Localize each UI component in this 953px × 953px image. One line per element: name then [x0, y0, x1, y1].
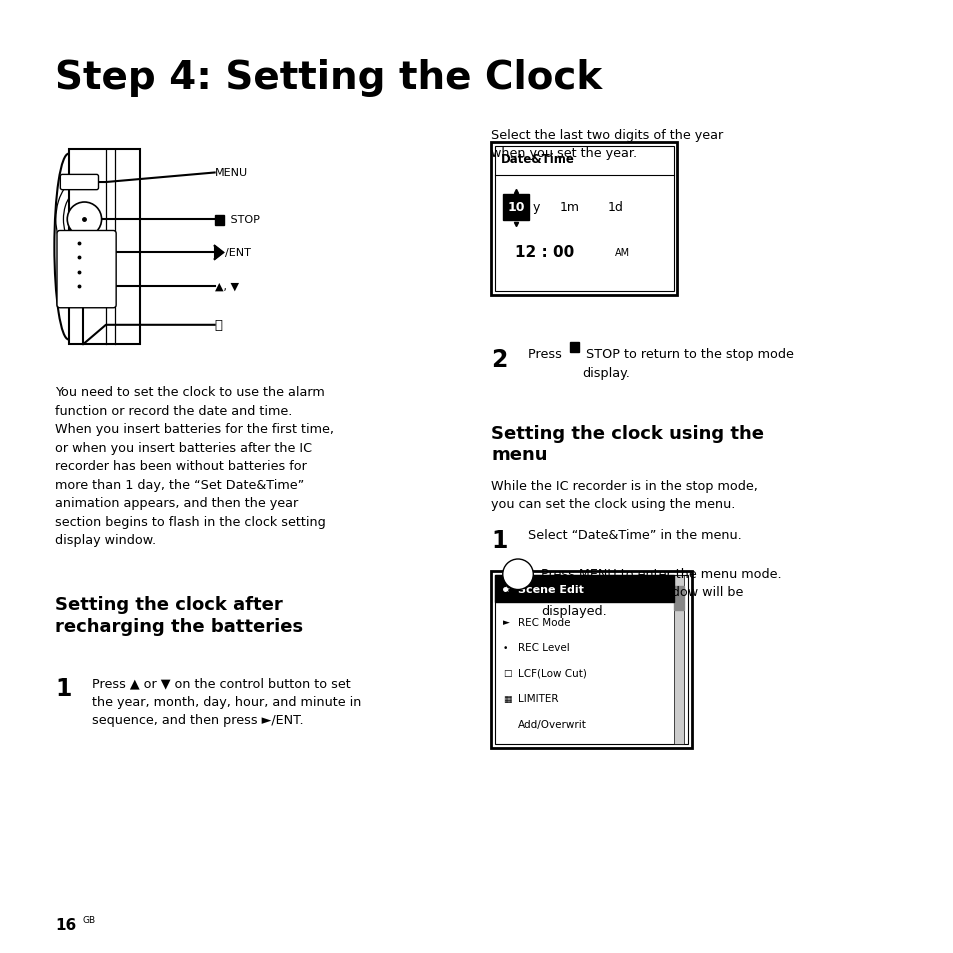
Bar — [495, 147, 673, 292]
Text: Setting the clock using the
menu: Setting the clock using the menu — [491, 424, 763, 463]
Text: Setting the clock after
recharging the batteries: Setting the clock after recharging the b… — [55, 596, 303, 635]
Text: 1: 1 — [491, 529, 507, 553]
Bar — [214, 216, 224, 226]
Text: Press ▲ or ▼ on the control button to set
the year, month, day, hour, and minute: Press ▲ or ▼ on the control button to se… — [91, 677, 360, 726]
Text: Step 4: Setting the Clock: Step 4: Setting the Clock — [55, 59, 602, 97]
Bar — [674, 586, 683, 610]
Text: ▲, ▼: ▲, ▼ — [214, 281, 238, 292]
Text: 1m: 1m — [559, 201, 579, 214]
Text: MENU: MENU — [214, 169, 248, 178]
Text: 1: 1 — [515, 570, 520, 579]
Text: y: y — [532, 201, 539, 214]
Bar — [495, 576, 674, 602]
Text: STOP to return to the stop mode
display.: STOP to return to the stop mode display. — [581, 348, 793, 379]
FancyBboxPatch shape — [57, 232, 116, 309]
Text: 1d: 1d — [607, 201, 623, 214]
Bar — [69, 150, 140, 345]
Text: ★: ★ — [502, 584, 510, 594]
Text: ▦: ▦ — [502, 694, 511, 703]
Bar — [491, 143, 677, 295]
Text: 12 : 00: 12 : 00 — [515, 245, 574, 260]
Circle shape — [67, 203, 101, 237]
Bar — [502, 194, 529, 221]
Text: 10: 10 — [507, 201, 524, 214]
Text: STOP: STOP — [227, 215, 259, 225]
Text: Press MENU to enter the menu mode.
The menu mode window will be
displayed.: Press MENU to enter the menu mode. The m… — [540, 567, 781, 617]
Text: Select the last two digits of the year
when you set the year.: Select the last two digits of the year w… — [491, 129, 722, 160]
Text: Scene Edit: Scene Edit — [517, 584, 583, 594]
Text: /ENT: /ENT — [225, 248, 251, 258]
Text: Add/Overwrit: Add/Overwrit — [517, 719, 586, 729]
Text: •: • — [502, 643, 508, 652]
Text: LIMITER: LIMITER — [517, 694, 558, 703]
Text: Select “Date&Time” in the menu.: Select “Date&Time” in the menu. — [527, 529, 740, 542]
Text: 16: 16 — [55, 917, 76, 932]
Bar — [674, 576, 683, 744]
Circle shape — [502, 559, 533, 590]
Text: AM: AM — [615, 248, 630, 257]
Bar — [491, 572, 691, 748]
Text: Date&Time: Date&Time — [500, 152, 574, 166]
Bar — [569, 343, 578, 353]
Text: ⏮: ⏮ — [214, 319, 222, 332]
Text: REC Level: REC Level — [517, 642, 569, 653]
Text: You need to set the clock to use the alarm
function or record the date and time.: You need to set the clock to use the ala… — [55, 386, 334, 547]
Text: 1: 1 — [55, 677, 71, 700]
Bar — [495, 576, 687, 744]
Text: Press: Press — [527, 348, 565, 361]
FancyBboxPatch shape — [60, 175, 98, 191]
Text: □: □ — [502, 668, 511, 678]
Text: GB: GB — [82, 916, 95, 924]
Polygon shape — [214, 247, 223, 260]
Text: REC Mode: REC Mode — [517, 617, 570, 627]
Text: 2: 2 — [491, 348, 507, 372]
Text: ►: ► — [502, 618, 509, 626]
Text: LCF(Low Cut): LCF(Low Cut) — [517, 668, 586, 678]
Text: While the IC recorder is in the stop mode,
you can set the clock using the menu.: While the IC recorder is in the stop mod… — [491, 479, 758, 511]
